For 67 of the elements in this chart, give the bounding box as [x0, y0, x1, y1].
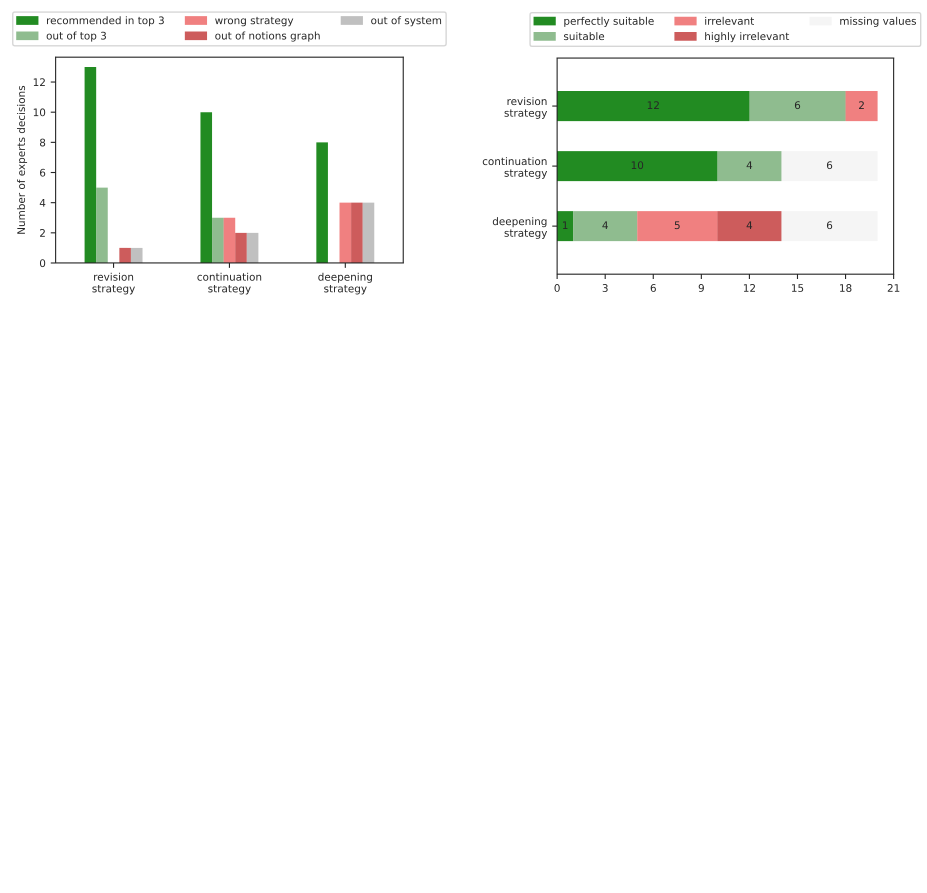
bar [316, 142, 328, 263]
bar [130, 248, 143, 263]
y-tick-label: 6 [40, 168, 46, 177]
bar [212, 218, 224, 263]
y-tick-label: deepening strategy [492, 217, 548, 239]
data-label: 10 [632, 161, 644, 170]
bar [781, 211, 878, 242]
data-label: 2 [859, 101, 864, 109]
legend-label: perfectly suitable [564, 16, 654, 27]
x-tick-label: 18 [840, 284, 852, 292]
bar [340, 202, 352, 263]
x-tick-label: 12 [744, 284, 755, 292]
bar [84, 66, 96, 263]
x-tick-label: 6 [650, 284, 656, 292]
data-label: 6 [826, 221, 832, 230]
y-tick-label: 10 [34, 108, 46, 116]
bar [637, 211, 718, 242]
bar [96, 188, 108, 263]
bar [557, 91, 750, 122]
legend-label: out of system [371, 16, 442, 26]
y-tick-label: continuation strategy [482, 157, 548, 179]
legend-label: suitable [564, 32, 604, 40]
y-tick-label: 0 [40, 259, 46, 268]
y-axis-title: Number of experts decisions [17, 86, 28, 234]
bar [749, 91, 846, 122]
bar [362, 202, 374, 263]
legend-label: out of notions graph [215, 32, 320, 42]
legend-label: missing values [840, 16, 916, 27]
data-label: 6 [826, 161, 832, 170]
bar [224, 218, 236, 263]
x-tick-label: 0 [554, 284, 560, 292]
legend-label: wrong strategy [215, 16, 294, 26]
bar [351, 202, 363, 263]
bar [557, 211, 574, 242]
legend-label: irrelevant [705, 16, 754, 25]
legend-label: out of top 3 [46, 32, 106, 42]
bar [573, 211, 638, 242]
y-tick-label: revision strategy [504, 97, 548, 119]
y-tick-label: 2 [40, 229, 45, 237]
bar [200, 112, 212, 263]
bar [717, 211, 782, 242]
bar [781, 151, 878, 182]
x-tick-label: 3 [602, 284, 608, 292]
y-tick-label: 12 [34, 78, 45, 86]
legend-label: highly irrelevant [705, 32, 790, 42]
data-label: 4 [746, 161, 752, 169]
legend-label: recommended in top 3 [47, 16, 164, 26]
data-label: 4 [602, 221, 608, 229]
x-tick-label: 15 [792, 284, 804, 292]
x-tick-label: 9 [698, 284, 704, 292]
data-label: 1 [562, 221, 568, 229]
x-tick-label: revision strategy [92, 272, 135, 294]
data-label: 5 [674, 221, 680, 230]
data-label: 12 [648, 101, 659, 109]
bar [235, 232, 247, 263]
bar [246, 232, 258, 263]
bar [717, 151, 782, 182]
bar [846, 91, 878, 122]
data-label: 4 [746, 221, 752, 229]
data-label: 6 [794, 101, 800, 110]
bar [119, 248, 131, 263]
x-tick-label: 21 [888, 284, 900, 292]
x-tick-label: deepening strategy [318, 272, 372, 294]
y-tick-label: 4 [40, 199, 46, 207]
x-tick-label: continuation strategy [197, 272, 262, 294]
bar [557, 151, 718, 182]
y-tick-label: 8 [40, 138, 46, 146]
